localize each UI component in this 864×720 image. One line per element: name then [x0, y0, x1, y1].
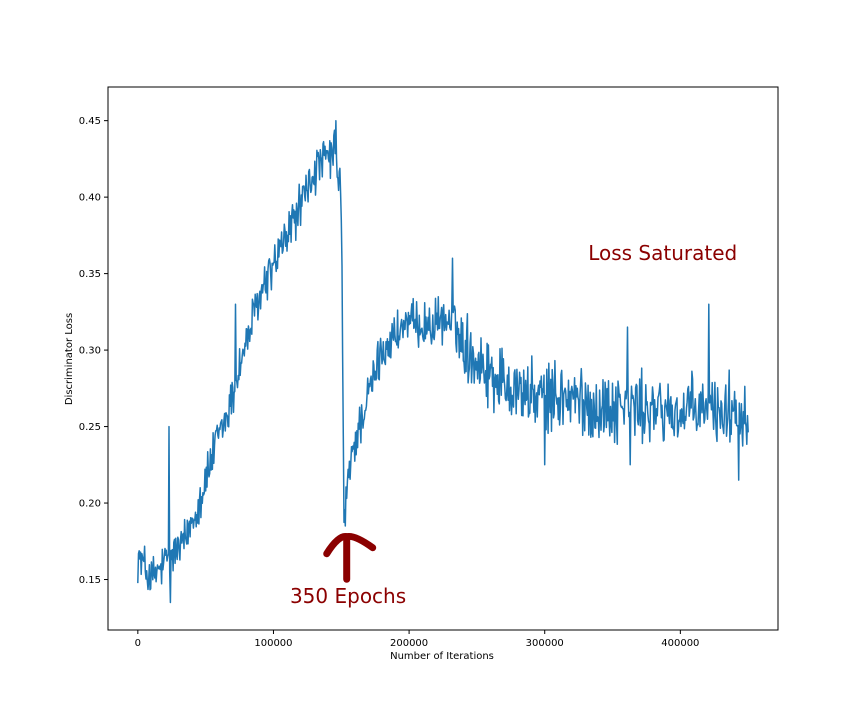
y-axis-label: Discriminator Loss — [64, 313, 75, 405]
series-line — [137, 119, 749, 604]
plot-area — [137, 119, 749, 604]
x-tick-label: 400000 — [661, 638, 699, 649]
y-tick-label: 0.25 — [79, 422, 101, 433]
y-tick-label: 0.35 — [79, 269, 101, 280]
arrow-icon — [323, 532, 377, 583]
y-tick-label: 0.20 — [79, 499, 101, 510]
y-tick-label: 0.30 — [79, 346, 101, 357]
plot-frame — [107, 86, 779, 631]
epochs-annotation: 350 Epochs — [290, 584, 406, 608]
y-tick-label: 0.15 — [79, 575, 101, 586]
x-axis-label: Number of Iterations — [390, 651, 494, 662]
y-tick-label: 0.40 — [79, 193, 101, 204]
y-tick-label: 0.45 — [79, 116, 101, 127]
annotations: Loss Saturated 350 Epochs — [290, 241, 737, 608]
x-tick-label: 100000 — [254, 638, 292, 649]
loss-saturated-annotation: Loss Saturated — [588, 241, 737, 265]
x-tick-label: 300000 — [526, 638, 564, 649]
x-tick-label: 200000 — [390, 638, 428, 649]
axes: 0 100000 200000 300000 400000 0.15 0.20 0.25 0.3… — [79, 86, 779, 649]
x-tick-label: 0 — [135, 638, 141, 649]
